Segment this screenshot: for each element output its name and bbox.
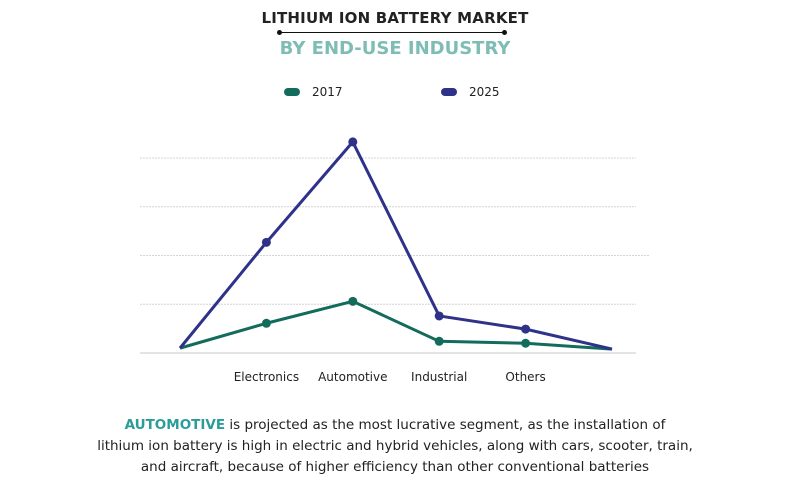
data-point-2025 <box>348 137 358 147</box>
caption-highlight: AUTOMOTIVE <box>124 417 226 433</box>
series-line-2017 <box>179 299 613 351</box>
x-tick-label: Electronics <box>234 370 299 384</box>
title-divider <box>277 30 507 35</box>
data-point-2017 <box>521 338 531 348</box>
caption-line: and aircraft, because of higher efficien… <box>140 459 650 475</box>
divider-dot <box>502 30 507 35</box>
legend-item-2025: 2025 <box>441 85 500 99</box>
divider-dot <box>277 30 282 35</box>
caption: AUTOMOTIVE is projected as the most lucr… <box>0 415 790 478</box>
caption-line: lithium ion battery is high in electric … <box>97 438 693 454</box>
caption-line: is projected as the most lucrative segme… <box>225 417 666 433</box>
data-point-2025 <box>261 237 271 247</box>
x-tick-label: Others <box>505 370 545 384</box>
legend-swatch <box>441 88 457 96</box>
legend-label: 2025 <box>469 85 500 99</box>
chart-subtitle: BY END-USE INDUSTRY <box>279 38 511 59</box>
series-line-2025 <box>178 140 613 351</box>
x-tick-label: Automotive <box>318 370 387 384</box>
data-point-2017 <box>348 296 358 306</box>
legend-item-2017: 2017 <box>284 85 343 99</box>
chart-title: LITHIUM ION BATTERY MARKET <box>261 9 529 27</box>
legend-label: 2017 <box>312 85 343 99</box>
data-point-2017 <box>261 318 271 328</box>
line-chart: Electronics Automotive Industrial Others <box>140 137 650 384</box>
legend-swatch <box>284 88 300 96</box>
data-point-2025 <box>434 311 444 321</box>
data-point-2025 <box>521 324 531 334</box>
x-tick-label: Industrial <box>411 370 467 384</box>
data-point-2017 <box>434 336 444 346</box>
